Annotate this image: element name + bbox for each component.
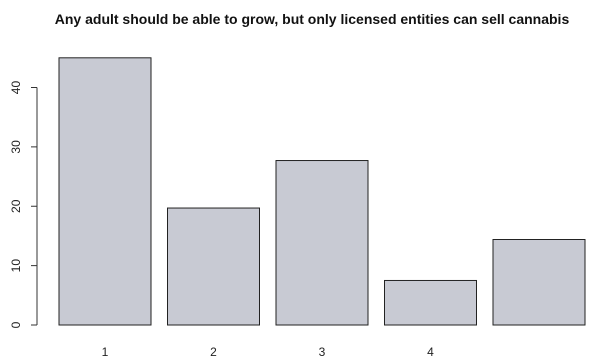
- y-tick-label: 20: [9, 199, 23, 213]
- x-tick-labels: 1 2 3 4: [102, 345, 435, 359]
- chart-title: Any adult should be able to grow, but on…: [55, 11, 570, 27]
- bar: [492, 239, 586, 326]
- x-tick-label: 2: [210, 345, 217, 359]
- x-tick-label: 4: [427, 345, 434, 359]
- x-tick-label: 1: [102, 345, 109, 359]
- bar: [384, 279, 477, 326]
- y-tick-label: 40: [9, 81, 23, 95]
- y-tick-label: 0: [9, 321, 23, 328]
- y-tick-label: 30: [9, 140, 23, 154]
- bars-group: [58, 57, 586, 326]
- bar: [167, 207, 260, 326]
- bar: [58, 57, 152, 326]
- y-axis: 0 10 20 30 40: [9, 81, 38, 328]
- x-tick-label: 3: [319, 345, 326, 359]
- bar: [275, 160, 369, 326]
- y-tick-label: 10: [9, 259, 23, 273]
